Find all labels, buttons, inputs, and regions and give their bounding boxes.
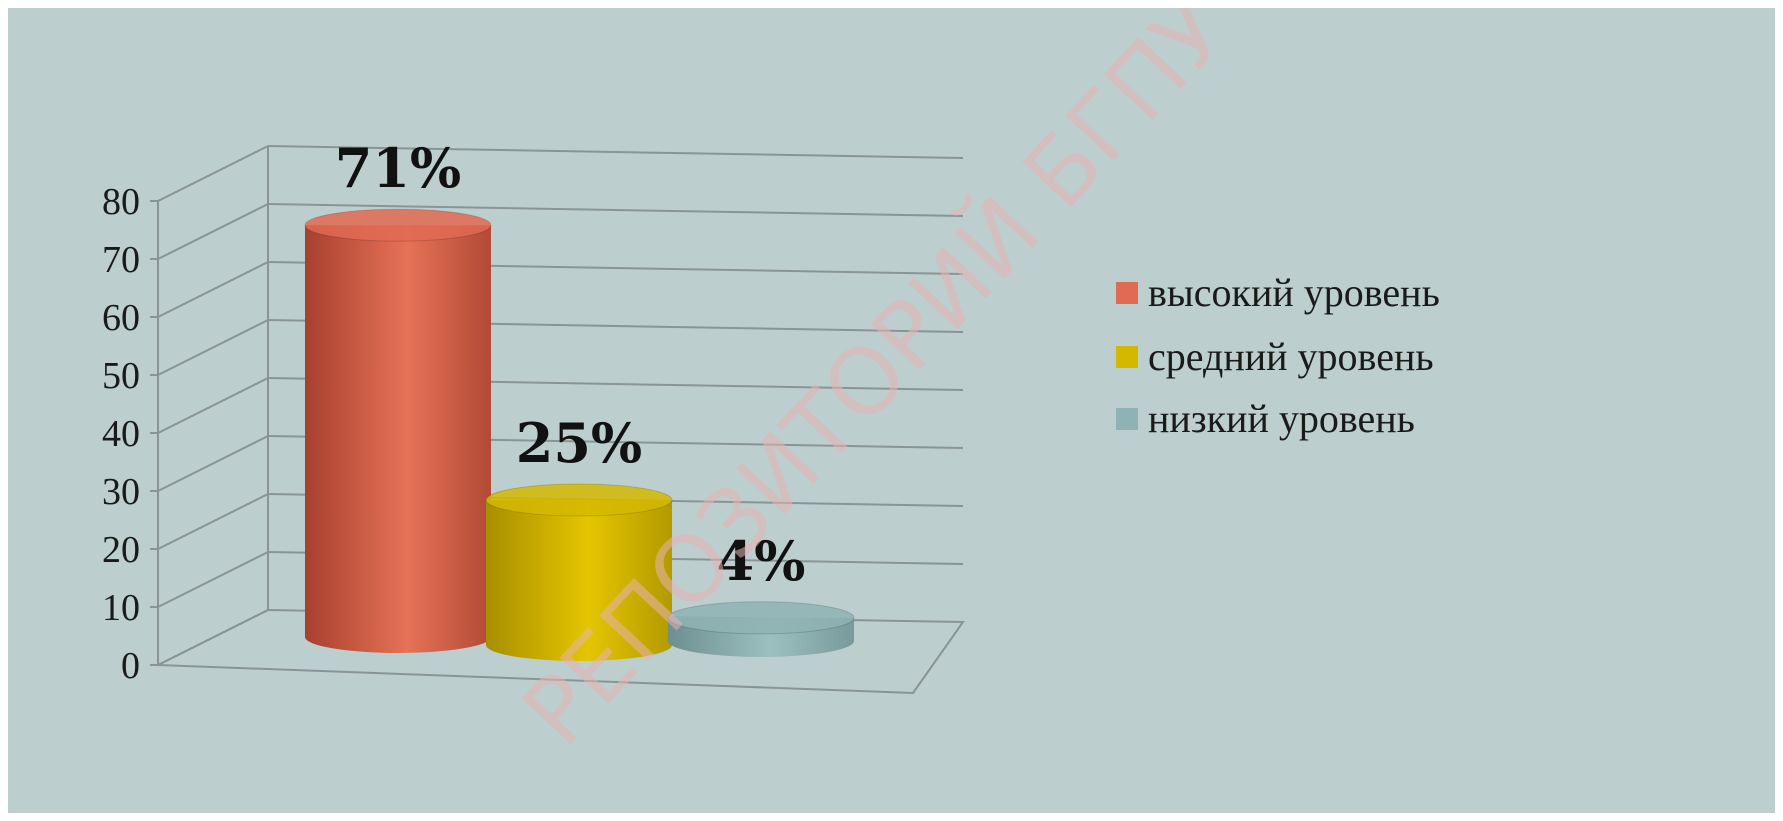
bar-0	[304, 208, 492, 653]
legend-label: высокий уровень	[1148, 270, 1440, 315]
bar-1	[485, 483, 673, 661]
bar-top	[667, 601, 855, 635]
bar-top	[304, 208, 492, 242]
y-tick-label: 30	[102, 471, 140, 513]
bar-2	[667, 601, 855, 657]
y-axis-tick-labels: 0 10 20 30 40 50 60 70 80	[102, 181, 140, 687]
legend-label: средний уровень	[1148, 334, 1434, 379]
y-tick-label: 0	[121, 645, 140, 687]
gridline-back	[267, 203, 964, 217]
bar-top	[485, 483, 673, 517]
data-label: 25%	[516, 411, 642, 475]
data-labels: 71% 25% 4%	[335, 136, 806, 593]
gridline-side	[157, 435, 269, 492]
gridline-side	[157, 319, 269, 376]
y-tick-label: 70	[102, 239, 140, 281]
legend-item-0: высокий уровень	[1116, 270, 1440, 315]
bar-body	[305, 225, 491, 653]
legend-swatch	[1116, 282, 1138, 304]
data-label: 4%	[717, 529, 806, 593]
legend-label: низкий уровень	[1148, 396, 1415, 441]
legend-swatch	[1116, 408, 1138, 430]
gridline-side	[157, 261, 269, 318]
gridline-side	[157, 493, 269, 550]
legend-item-1: средний уровень	[1116, 334, 1434, 379]
y-tick-label: 50	[102, 355, 140, 397]
chart-frame: 0 10 20 30 40 50 60 70 80 71% 25% 4% высокий урове…	[8, 8, 1775, 813]
legend-item-2: низкий уровень	[1116, 396, 1415, 441]
bar-chart: 0 10 20 30 40 50 60 70 80 71% 25% 4% высокий урове…	[102, 8, 1440, 766]
legend: высокий уровень средний уровень низкий уро…	[1116, 270, 1440, 441]
floor	[157, 608, 965, 695]
gridline-side	[157, 145, 269, 202]
y-tick-label: 40	[102, 413, 140, 455]
y-tick-label: 60	[102, 297, 140, 339]
bars	[304, 208, 855, 661]
legend-swatch	[1116, 346, 1138, 368]
watermark-text: РЕПОЗИТОРИЙ БГПУ	[501, 8, 1247, 766]
bar-body	[486, 500, 672, 661]
y-tick-label: 80	[102, 181, 140, 223]
y-tick-label: 20	[102, 529, 140, 571]
gridline-side	[157, 551, 269, 608]
data-label: 71%	[335, 136, 461, 200]
gridline-back	[267, 145, 964, 159]
y-tick-label: 10	[102, 587, 140, 629]
gridline-side	[157, 377, 269, 434]
gridline-side	[157, 203, 269, 260]
